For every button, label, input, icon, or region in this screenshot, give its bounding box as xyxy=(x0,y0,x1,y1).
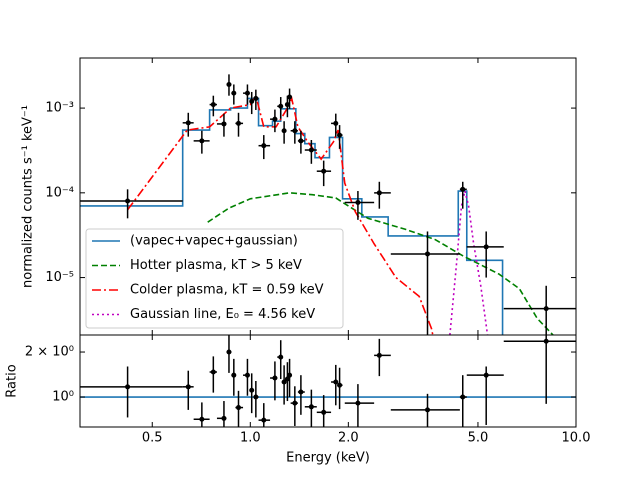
y-tick-label: 2 × 10⁰ xyxy=(25,345,74,360)
data-point xyxy=(292,400,298,406)
legend-box xyxy=(85,228,344,329)
data-point xyxy=(333,379,339,385)
data-point xyxy=(355,400,361,406)
data-point xyxy=(321,409,327,415)
data-point xyxy=(287,94,293,100)
data-point xyxy=(321,168,327,174)
x-tick-label: 0.5 xyxy=(142,431,163,446)
data-point xyxy=(483,244,489,250)
data-point xyxy=(298,138,304,144)
data-point xyxy=(231,372,237,378)
y-tick-label: 10⁻⁴ xyxy=(45,185,74,200)
data-point xyxy=(287,372,293,378)
y-tick-label: 10⁰ xyxy=(52,390,74,405)
data-point xyxy=(249,98,255,104)
y-axis-label: normalized counts s⁻¹ keV⁻¹ xyxy=(21,105,36,288)
data-point xyxy=(281,379,287,385)
data-point xyxy=(460,186,466,192)
data-point xyxy=(284,376,290,382)
data-point xyxy=(333,120,339,126)
data-point xyxy=(185,384,191,390)
data-point xyxy=(543,338,549,344)
legend-label: (vapec+vapec+gaussian) xyxy=(130,234,298,249)
data-point xyxy=(244,372,250,378)
data-point xyxy=(236,120,242,126)
x-tick-label: 2.0 xyxy=(338,431,359,446)
data-point xyxy=(125,384,131,390)
model-line xyxy=(126,93,434,335)
plot-area xyxy=(80,335,576,427)
data-point xyxy=(483,372,489,378)
y-axis-label: Ratio xyxy=(5,364,20,397)
data-point xyxy=(278,103,284,109)
model-line xyxy=(80,97,504,335)
data-point xyxy=(308,404,314,410)
data-point xyxy=(185,120,191,126)
data-point xyxy=(210,369,216,375)
data-point xyxy=(221,121,227,127)
legend-label: Gaussian line, E₀ = 4.56 keV xyxy=(130,307,315,322)
legend-label: Colder plasma, kT = 0.59 keV xyxy=(130,283,324,298)
data-point xyxy=(199,416,205,422)
y-tick-label: 10⁻³ xyxy=(45,101,74,116)
data-point xyxy=(278,354,284,360)
data-point xyxy=(284,102,290,108)
data-point xyxy=(425,251,431,257)
data-point xyxy=(261,143,267,149)
y-tick-label: 10⁻⁵ xyxy=(45,270,74,285)
data-point xyxy=(376,190,382,196)
data-point xyxy=(281,128,287,134)
data-point xyxy=(376,352,382,358)
data-point xyxy=(125,198,131,204)
x-tick-label: 10.0 xyxy=(562,431,591,446)
data-point xyxy=(308,147,314,153)
data-point xyxy=(272,375,278,381)
plot-area xyxy=(80,74,576,335)
data-point xyxy=(261,417,267,423)
data-point xyxy=(226,81,232,87)
data-point xyxy=(249,387,255,393)
data-point xyxy=(244,90,250,96)
data-point xyxy=(210,102,216,108)
legend-label: Hotter plasma, kT > 5 keV xyxy=(130,258,302,273)
data-point xyxy=(199,138,205,144)
data-point xyxy=(253,95,259,101)
x-axis-label: Energy (keV) xyxy=(286,451,370,466)
data-point xyxy=(226,349,232,355)
data-point xyxy=(292,128,298,134)
x-tick-label: 5.0 xyxy=(468,431,489,446)
data-point xyxy=(298,389,304,395)
data-point xyxy=(337,132,343,138)
data-point xyxy=(236,405,242,411)
data-point xyxy=(253,394,259,400)
model-line xyxy=(449,190,489,335)
data-point xyxy=(355,199,361,205)
data-point xyxy=(425,407,431,413)
data-point xyxy=(337,382,343,388)
data-point xyxy=(231,90,237,96)
data-point xyxy=(272,116,278,122)
x-tick-label: 1.0 xyxy=(240,431,261,446)
axes-frame xyxy=(79,334,577,428)
data-point xyxy=(221,415,227,421)
data-point xyxy=(460,394,466,400)
data-point xyxy=(543,306,549,312)
model-line xyxy=(207,192,554,335)
